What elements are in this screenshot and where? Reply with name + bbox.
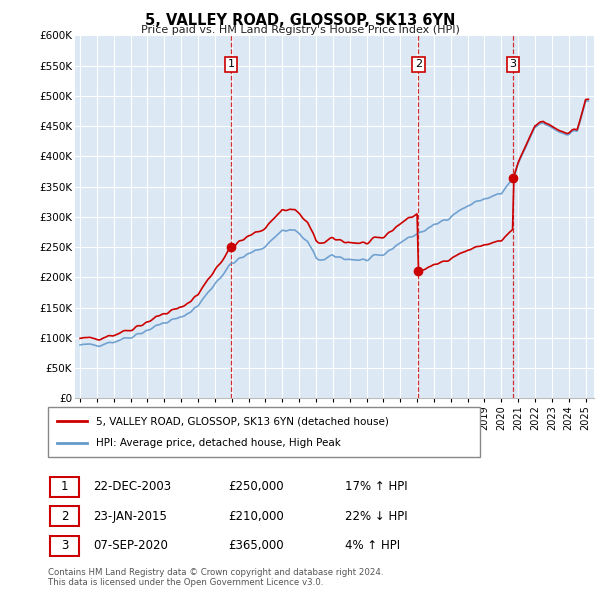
Text: 1: 1 bbox=[61, 480, 68, 493]
Text: 1: 1 bbox=[228, 60, 235, 70]
Text: £250,000: £250,000 bbox=[228, 480, 284, 493]
Text: £210,000: £210,000 bbox=[228, 510, 284, 523]
Text: Contains HM Land Registry data © Crown copyright and database right 2024.
This d: Contains HM Land Registry data © Crown c… bbox=[48, 568, 383, 587]
Text: 5, VALLEY ROAD, GLOSSOP, SK13 6YN (detached house): 5, VALLEY ROAD, GLOSSOP, SK13 6YN (detac… bbox=[95, 416, 388, 426]
Text: 23-JAN-2015: 23-JAN-2015 bbox=[93, 510, 167, 523]
FancyBboxPatch shape bbox=[50, 506, 79, 526]
Text: 2: 2 bbox=[415, 60, 422, 70]
Text: £365,000: £365,000 bbox=[228, 539, 284, 552]
Text: 5, VALLEY ROAD, GLOSSOP, SK13 6YN: 5, VALLEY ROAD, GLOSSOP, SK13 6YN bbox=[145, 13, 455, 28]
Text: 07-SEP-2020: 07-SEP-2020 bbox=[93, 539, 168, 552]
Text: 3: 3 bbox=[61, 539, 68, 552]
Text: 17% ↑ HPI: 17% ↑ HPI bbox=[345, 480, 407, 493]
Text: 4% ↑ HPI: 4% ↑ HPI bbox=[345, 539, 400, 552]
Text: 22-DEC-2003: 22-DEC-2003 bbox=[93, 480, 171, 493]
FancyBboxPatch shape bbox=[50, 477, 79, 497]
Text: 22% ↓ HPI: 22% ↓ HPI bbox=[345, 510, 407, 523]
FancyBboxPatch shape bbox=[48, 407, 480, 457]
Text: Price paid vs. HM Land Registry's House Price Index (HPI): Price paid vs. HM Land Registry's House … bbox=[140, 25, 460, 35]
Text: 3: 3 bbox=[509, 60, 516, 70]
FancyBboxPatch shape bbox=[50, 536, 79, 556]
Text: 2: 2 bbox=[61, 510, 68, 523]
Text: HPI: Average price, detached house, High Peak: HPI: Average price, detached house, High… bbox=[95, 438, 340, 448]
